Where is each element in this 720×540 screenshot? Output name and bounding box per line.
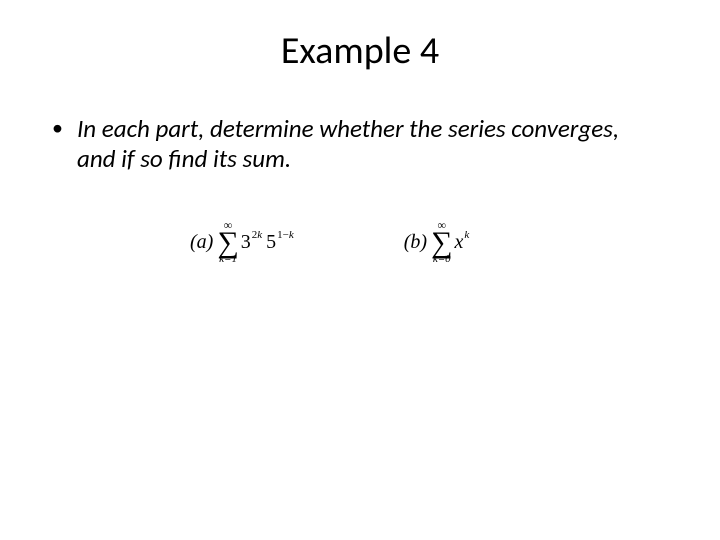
formula-b: (b) ∞ ∑ k=0 x k <box>404 219 470 265</box>
bullet-item: • In each part, determine whether the se… <box>40 114 680 173</box>
bullet-text: In each part, determine whether the seri… <box>77 114 660 173</box>
formula-a-term1: 3 2k <box>241 231 262 254</box>
formula-a-term2: 5 1−k <box>266 231 294 254</box>
sigma-a-lower: k=1 <box>219 254 237 265</box>
sigma-b-lower: k=0 <box>433 254 451 265</box>
sigma-b-symbol: ∑ <box>431 229 452 256</box>
formula-b-term: x k <box>454 231 469 254</box>
sigma-a-symbol: ∑ <box>217 229 238 256</box>
part-label-b: (b) <box>404 231 427 254</box>
formula-row: (a) ∞ ∑ k=1 3 2k 5 1−k (b) ∞ ∑ <box>40 219 680 265</box>
formula-a: (a) ∞ ∑ k=1 3 2k 5 1−k <box>190 219 294 265</box>
part-label-a: (a) <box>190 231 213 254</box>
bullet-marker: • <box>52 114 63 142</box>
page-title: Example 4 <box>40 28 680 74</box>
slide: Example 4 • In each part, determine whet… <box>0 0 720 540</box>
sigma-b: ∞ ∑ k=0 <box>431 219 452 265</box>
sigma-a: ∞ ∑ k=1 <box>217 219 238 265</box>
